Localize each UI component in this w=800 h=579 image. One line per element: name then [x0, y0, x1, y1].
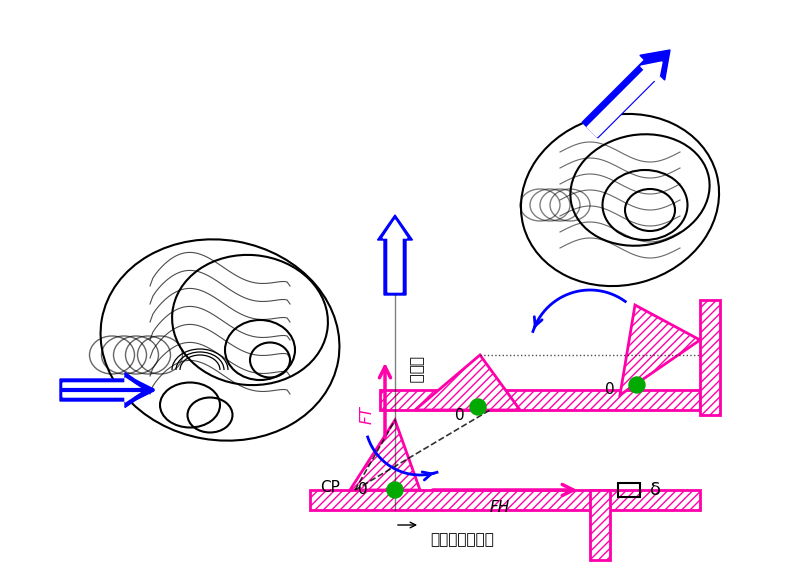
Text: 0: 0 [358, 482, 368, 497]
FancyArrow shape [60, 372, 150, 408]
Text: δ: δ [650, 481, 661, 499]
Circle shape [387, 482, 403, 498]
PathPatch shape [700, 300, 720, 415]
FancyArrow shape [582, 50, 670, 138]
PathPatch shape [350, 420, 420, 490]
PathPatch shape [590, 490, 610, 560]
PathPatch shape [380, 390, 700, 410]
Text: 0: 0 [606, 383, 615, 398]
PathPatch shape [310, 490, 700, 510]
PathPatch shape [415, 355, 520, 410]
FancyArrow shape [378, 215, 413, 295]
Text: FT: FT [360, 406, 375, 424]
Text: 0: 0 [455, 408, 465, 423]
Text: 可動のユニット: 可動のユニット [430, 533, 494, 548]
Circle shape [629, 377, 645, 393]
PathPatch shape [620, 305, 700, 395]
Bar [618, 483, 640, 497]
FancyArrow shape [587, 62, 662, 137]
FancyArrow shape [63, 378, 143, 402]
Text: CP: CP [320, 481, 340, 496]
FancyArrow shape [383, 220, 407, 292]
Text: 最前面: 最前面 [408, 356, 423, 384]
Circle shape [470, 399, 486, 415]
Text: FH: FH [490, 500, 510, 515]
